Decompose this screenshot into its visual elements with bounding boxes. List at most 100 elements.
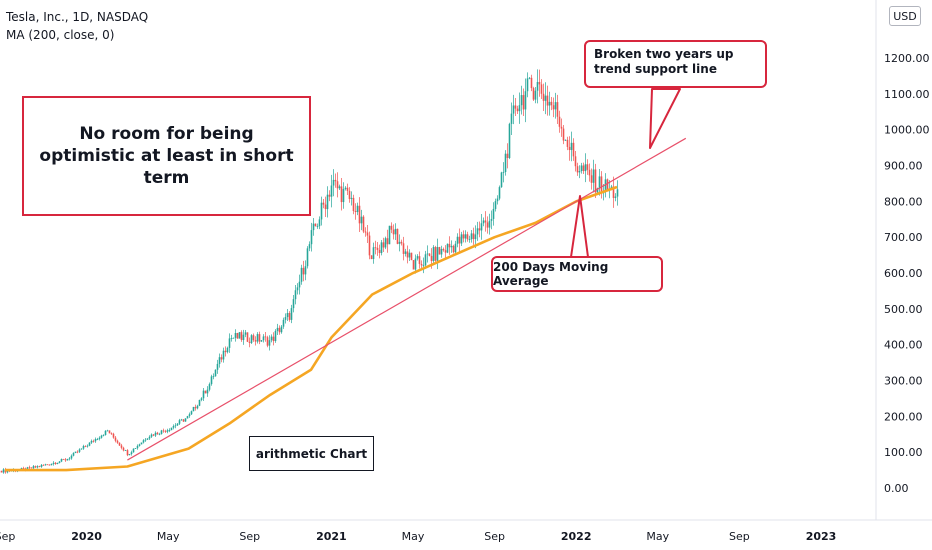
candle-body [334,179,337,182]
y-tick-label: 500.00 [884,303,923,316]
candle-body [524,91,527,110]
candle-body [572,142,575,157]
indicator-label[interactable]: MA (200, close, 0) [6,28,115,42]
candle [266,335,269,348]
candle-body [392,229,395,235]
candle [250,334,253,345]
candle [232,337,235,339]
candle-body [488,220,491,228]
candle-body [266,337,269,346]
candle [514,98,517,117]
candle [372,242,375,264]
candle [216,359,219,374]
candle [206,386,209,397]
candle-body [336,181,339,189]
candle-body [314,223,317,227]
candle [424,250,427,269]
candle-body [198,399,201,406]
candle [472,227,475,245]
candle-body [136,445,139,449]
candle-body [600,176,603,194]
candle [274,329,277,343]
candle-body [270,336,273,341]
candle-body [594,169,597,193]
candle-body [320,202,323,220]
candle [568,136,571,161]
candle [122,446,125,452]
annotation-ma-text: 200 Days Moving Average [493,260,609,288]
candle-body [264,336,267,338]
candle [276,323,279,335]
candle [400,239,403,246]
candle [0,470,3,473]
y-tick-label: 400.00 [884,339,923,352]
candle [270,334,273,343]
candle [240,330,243,342]
candle-body [140,442,143,445]
candle [124,449,127,451]
candle [70,454,73,460]
candle-body [580,165,583,171]
candle [388,225,391,245]
candle-body [260,340,263,342]
candle-body [216,363,219,370]
candle [298,274,301,295]
annotation-ma: 200 Days Moving Average [491,256,663,292]
candle [278,325,281,335]
candle-body [588,169,591,176]
candle-body [578,170,581,173]
candle [366,225,369,244]
candle [612,176,615,208]
candle [492,202,495,226]
candle [592,159,595,193]
candle-body [174,425,177,427]
candle-body [512,105,515,114]
y-tick-label: 1100.00 [884,88,930,101]
candle [316,223,319,229]
y-tick-label: 100.00 [884,446,923,459]
candle-body [372,247,375,260]
candle [92,439,95,443]
candle [522,88,525,117]
candle-body [570,142,573,151]
candle [126,449,129,457]
candle-body [614,196,617,198]
candle-body [98,437,101,439]
candle-body [310,230,313,245]
candle-body [364,231,367,233]
candle-body [240,332,243,341]
candle [488,213,491,235]
candle-body [448,243,451,248]
candle-body [44,464,47,466]
candle [252,333,255,342]
candle [368,231,371,260]
candle-body [176,423,179,426]
candle [398,234,401,252]
trend-support-line [127,137,687,461]
candle [306,246,309,269]
currency-button[interactable]: USD [889,6,921,26]
candle [378,244,381,259]
candle [348,187,351,203]
candle-body [110,433,113,435]
candle-body [132,448,135,453]
candle [544,82,547,115]
candle-body [498,187,501,199]
candle-body [480,223,483,231]
candle [2,468,5,474]
candle-body [474,234,477,240]
candle-body [102,434,105,436]
candle-body [34,466,37,468]
candle [606,178,609,191]
candle [524,78,527,123]
candle-body [554,102,557,110]
candle-body [304,266,307,275]
candle [466,231,469,242]
candle-body [534,90,537,100]
candle-body [504,153,507,172]
candle [468,235,471,243]
candle-body [242,334,245,341]
candle [140,442,143,445]
